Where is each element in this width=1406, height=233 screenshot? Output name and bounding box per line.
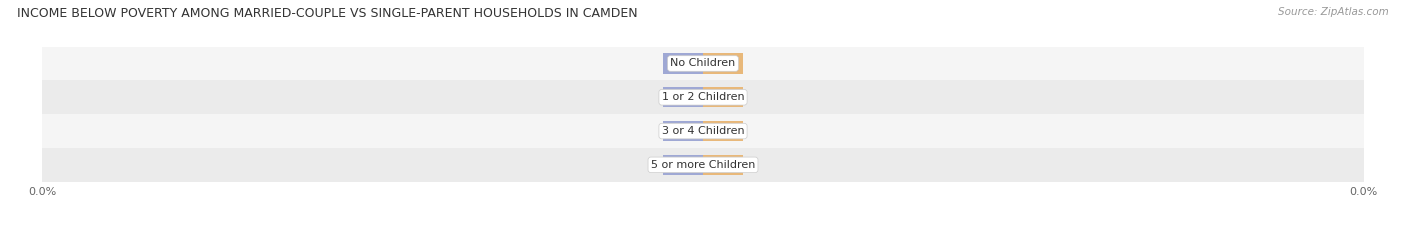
Text: No Children: No Children	[671, 58, 735, 69]
Text: Source: ZipAtlas.com: Source: ZipAtlas.com	[1278, 7, 1389, 17]
Bar	[703, 155, 742, 175]
Bar	[664, 87, 703, 107]
Text: INCOME BELOW POVERTY AMONG MARRIED-COUPLE VS SINGLE-PARENT HOUSEHOLDS IN CAMDEN: INCOME BELOW POVERTY AMONG MARRIED-COUPL…	[17, 7, 637, 20]
Text: 0.0%: 0.0%	[671, 92, 696, 102]
Text: 0.0%: 0.0%	[671, 160, 696, 170]
Bar	[703, 87, 742, 107]
Legend: Married Couples, Single Parents: Married Couples, Single Parents	[586, 232, 820, 233]
Text: 3 or 4 Children: 3 or 4 Children	[662, 126, 744, 136]
Bar	[664, 121, 703, 141]
Text: 0.0%: 0.0%	[710, 160, 735, 170]
Text: 1 or 2 Children: 1 or 2 Children	[662, 92, 744, 102]
Text: 0.0%: 0.0%	[710, 92, 735, 102]
Bar	[703, 53, 742, 74]
Bar	[42, 148, 1364, 182]
Text: 0.0%: 0.0%	[671, 126, 696, 136]
Bar	[664, 53, 703, 74]
Bar	[42, 114, 1364, 148]
Text: 5 or more Children: 5 or more Children	[651, 160, 755, 170]
Bar	[42, 47, 1364, 80]
Text: 0.0%: 0.0%	[710, 58, 735, 69]
Text: 0.0%: 0.0%	[710, 126, 735, 136]
Bar	[42, 80, 1364, 114]
Bar	[664, 155, 703, 175]
Text: 0.0%: 0.0%	[671, 58, 696, 69]
Bar	[703, 121, 742, 141]
